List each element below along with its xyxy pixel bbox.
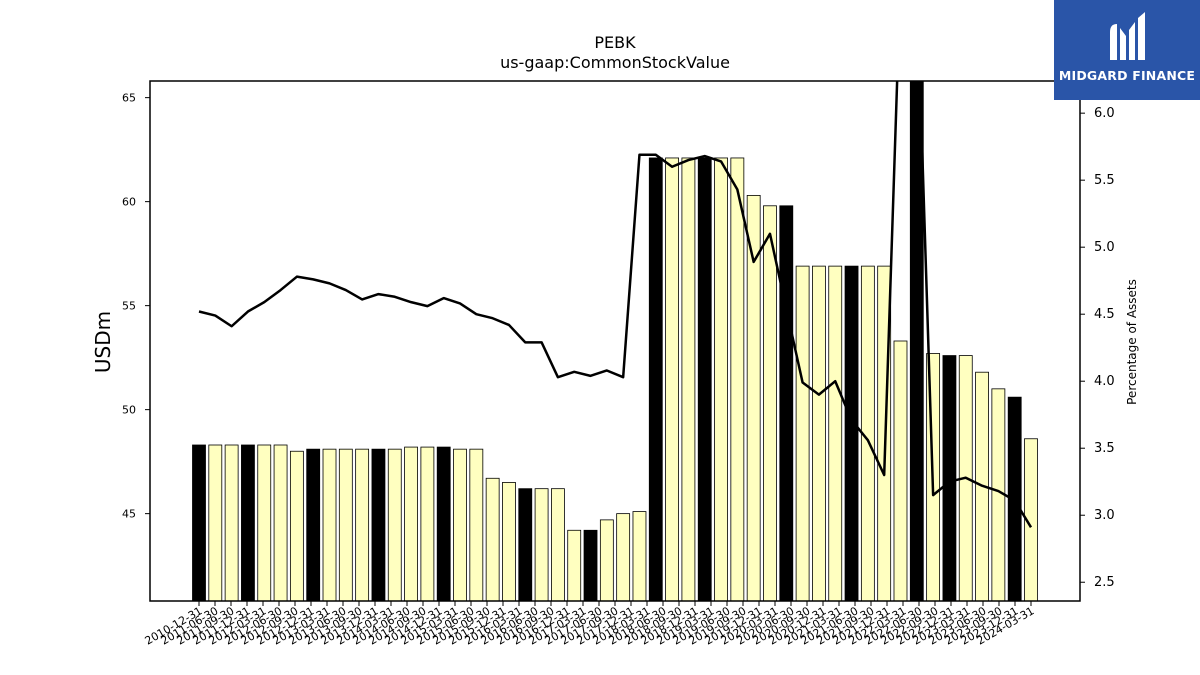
y2-axis-label: Percentage of Assets [1125,279,1139,405]
bar [208,444,223,601]
y2-tick-label: 2.5 [1094,575,1115,590]
y-tick-label: 55 [122,300,136,313]
bar [241,444,255,601]
bar [942,355,957,601]
bar [763,205,777,601]
chart-subtitle: us-gaap:CommonStockValue [500,53,730,72]
bar [844,265,859,601]
bar [192,444,206,601]
bar [404,446,418,601]
bar [453,448,467,601]
y-tick-label: 65 [122,92,136,105]
logo-mark-icon [1110,12,1145,60]
chart-title: PEBK [594,33,636,52]
y2-tick-label: 4.0 [1094,374,1115,389]
bar-series [192,81,1038,601]
bar [583,529,598,601]
bar [665,157,679,601]
bar [599,519,614,601]
percentage-line [198,81,1033,528]
bar [518,488,533,601]
bar [779,205,794,601]
logo-text: MIDGARD FINANCE [1058,68,1196,83]
y-tick-label: 50 [122,404,136,417]
bar [893,340,908,601]
bar [355,448,370,601]
y-axis: 45 50 55 60 65 [122,92,150,521]
bar [371,448,386,601]
line-series [198,81,1033,528]
y2-tick-label: 5.0 [1094,240,1115,255]
y2-axis: 2.5 3.0 3.5 4.0 4.5 5.0 5.5 6.0 [1080,106,1115,590]
bar [273,444,288,601]
x-axis: 2010-12-312011-06-302011-09-302011-12-31… [143,601,1037,648]
bar [812,265,826,601]
bar [714,157,728,601]
y2-tick-label: 4.5 [1094,307,1115,322]
bar [257,444,272,601]
plot-frame [149,80,1081,602]
bar [502,482,516,601]
bar [306,448,321,601]
bar [632,511,647,601]
bar [746,194,761,601]
bar [469,448,484,601]
bar [420,446,435,601]
y-tick-label: 45 [122,508,136,521]
y2-tick-label: 3.0 [1094,508,1115,523]
bar [681,157,696,601]
bar [616,513,631,601]
bar [795,265,810,601]
bar [909,81,924,601]
bar [387,448,402,601]
y-axis-label: USDm [91,311,115,373]
bar [828,265,843,601]
bar [224,444,239,601]
bar [567,529,582,601]
y-tick-label: 60 [122,196,136,209]
bar [697,157,712,601]
bar [730,157,745,601]
y2-tick-label: 6.0 [1094,106,1115,121]
y2-tick-label: 3.5 [1094,441,1115,456]
y2-tick-label: 5.5 [1094,173,1115,188]
bar [338,448,353,601]
bar [322,448,337,601]
bar [436,446,451,601]
brand-logo: MIDGARD FINANCE [1054,0,1200,100]
bar [289,450,304,601]
bar [1024,438,1038,601]
bar [485,477,500,601]
bar [551,488,565,601]
bar [648,157,663,601]
bar [534,488,549,601]
